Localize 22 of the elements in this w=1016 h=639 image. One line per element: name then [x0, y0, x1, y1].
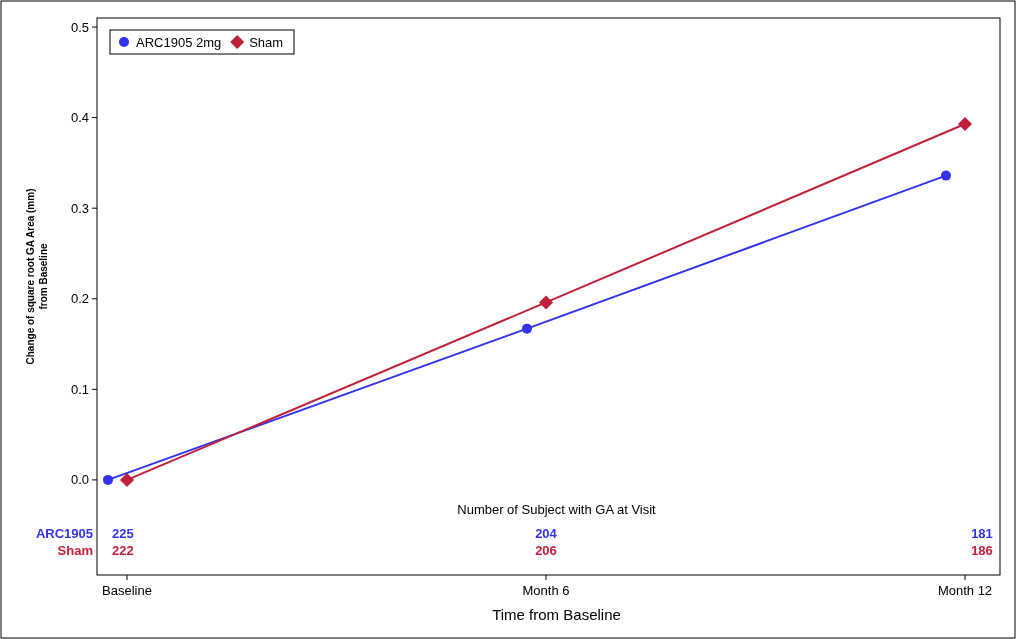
- y-tick-label: 0.1: [70, 381, 89, 397]
- legend-label: ARC1905 2mg: [136, 34, 222, 50]
- y-tick-label: 0.2: [70, 291, 89, 307]
- y-axis-title: Change of square root GA Area (mm) from Baseline: [25, 188, 49, 365]
- y-tick-label: 0.5: [70, 19, 89, 35]
- annotation: 186: [971, 542, 993, 558]
- x-tick-label: Month 12: [937, 583, 993, 598]
- legend-label: Sham: [249, 34, 284, 50]
- annotation: 206: [535, 542, 557, 558]
- text: ARC1905: [35, 525, 93, 541]
- annotation: 225: [112, 525, 134, 541]
- x-axis-title: Time from Baseline: [492, 606, 621, 623]
- annotation: Number of Subject with GA at Visit: [457, 501, 657, 517]
- y-tick-label: 0.0: [70, 472, 89, 488]
- annotation: 181: [971, 525, 993, 541]
- text: Sham: [57, 542, 93, 558]
- y-tick-label: 0.4: [70, 110, 89, 126]
- x-tick-label: Baseline: [102, 583, 152, 598]
- annotation: 204: [535, 525, 558, 541]
- x-tick-label: Month 6: [522, 583, 570, 598]
- annotation: 222: [112, 542, 134, 558]
- y-tick-label: 0.3: [70, 200, 89, 216]
